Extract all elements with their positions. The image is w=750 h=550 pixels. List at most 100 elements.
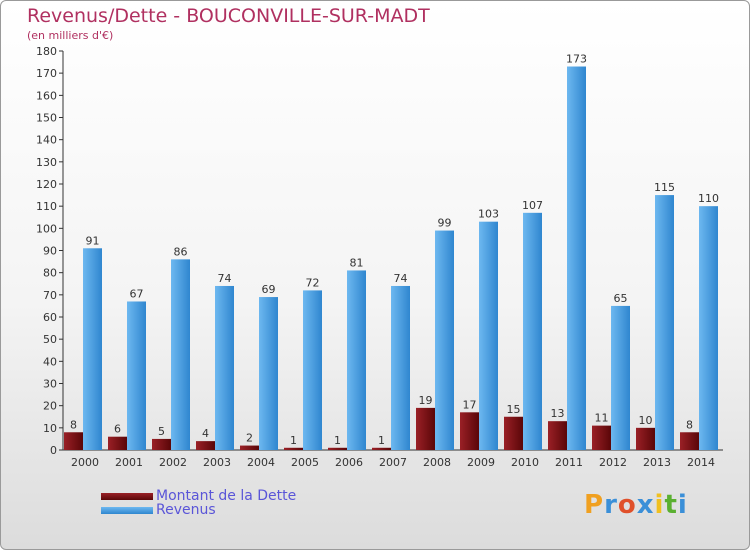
bar-revenus xyxy=(435,230,454,450)
bar-dette-value-label: 8 xyxy=(70,418,77,431)
bar-dette xyxy=(504,416,523,450)
bar-revenus xyxy=(215,285,234,450)
bar-dette xyxy=(196,441,215,450)
bar-dette-value-label: 1 xyxy=(290,434,297,447)
bar-revenus-value-label: 103 xyxy=(478,208,499,221)
bar-revenus xyxy=(655,195,674,450)
y-tick-label: 160 xyxy=(36,89,57,102)
y-axis: 0 10 20 30 40 50 60 70 80 90 100 110 120 130 140 150 160… xyxy=(36,45,64,457)
x-tick-label: 2006 xyxy=(335,456,363,469)
x-tick-label: 2001 xyxy=(115,456,143,469)
bar-dette-value-label: 5 xyxy=(158,425,165,438)
y-tick-label: 140 xyxy=(36,134,57,147)
bar-dette-value-label: 2 xyxy=(246,432,253,445)
bar-dette-value-label: 1 xyxy=(334,434,341,447)
bar-revenus-value-label: 81 xyxy=(350,256,364,269)
y-tick-label: 130 xyxy=(36,156,57,169)
bar-dette-value-label: 11 xyxy=(595,412,609,425)
bar-dette-value-label: 13 xyxy=(551,407,565,420)
chart-unit-label: (en milliers d'€) xyxy=(27,29,114,42)
bar-dette xyxy=(636,427,655,450)
bar-revenus xyxy=(303,290,322,450)
y-tick-label: 30 xyxy=(43,378,57,391)
legend-label-dette: Montant de la Dette xyxy=(156,488,297,504)
bar-dette-value-label: 19 xyxy=(419,394,433,407)
bar-dette xyxy=(372,447,391,450)
bar-revenus-value-label: 74 xyxy=(394,272,408,285)
bar-revenus-value-label: 69 xyxy=(262,283,276,296)
y-tick-label: 150 xyxy=(36,112,57,125)
bar-revenus-value-label: 74 xyxy=(218,272,232,285)
bar-dette xyxy=(680,432,699,450)
bar-revenus xyxy=(83,248,102,450)
bar-revenus xyxy=(567,66,586,451)
bar-revenus xyxy=(699,206,718,450)
y-tick-label: 70 xyxy=(43,289,57,302)
bar-revenus xyxy=(127,301,146,450)
bar-revenus xyxy=(259,297,278,450)
x-tick-label: 2009 xyxy=(467,456,495,469)
legend-swatch-revenus xyxy=(101,506,153,514)
x-tick-label: 2008 xyxy=(423,456,451,469)
x-tick-label: 2014 xyxy=(687,456,715,469)
y-tick-label: 120 xyxy=(36,178,57,191)
legend-label-revenus: Revenus xyxy=(156,502,216,518)
y-tick-label: 90 xyxy=(43,245,57,258)
bar-revenus-value-label: 99 xyxy=(438,217,452,230)
bar-revenus-value-label: 91 xyxy=(86,234,100,247)
y-tick-label: 20 xyxy=(43,400,57,413)
y-tick-label: 110 xyxy=(36,200,57,213)
bar-revenus-value-label: 110 xyxy=(698,192,719,205)
bar-dette xyxy=(108,436,127,450)
bar-dette-value-label: 10 xyxy=(639,414,653,427)
x-tick-label: 2002 xyxy=(159,456,187,469)
bar-dette xyxy=(240,445,259,450)
proxiti-logo: Proxiti xyxy=(584,490,688,520)
bar-dette-value-label: 15 xyxy=(507,403,521,416)
bar-revenus-value-label: 72 xyxy=(306,276,320,289)
x-tick-label: 2013 xyxy=(643,456,671,469)
y-tick-label: 0 xyxy=(50,444,57,457)
bar-dette xyxy=(592,425,611,450)
bar-revenus-value-label: 107 xyxy=(522,199,543,212)
bar-revenus-value-label: 86 xyxy=(174,245,188,258)
legend-swatch-dette xyxy=(101,492,153,500)
x-tick-label: 2011 xyxy=(555,456,583,469)
y-tick-label: 80 xyxy=(43,267,57,280)
bar-revenus xyxy=(171,259,190,450)
x-tick-label: 2010 xyxy=(511,456,539,469)
bar-revenus-value-label: 173 xyxy=(566,53,587,66)
bar-dette xyxy=(328,447,347,450)
x-tick-label: 2003 xyxy=(203,456,231,469)
y-tick-label: 170 xyxy=(36,67,57,80)
x-tick-label: 2004 xyxy=(247,456,275,469)
y-tick-label: 50 xyxy=(43,333,57,346)
y-tick-label: 100 xyxy=(36,222,57,235)
y-tick-label: 180 xyxy=(36,45,57,58)
bar-revenus-value-label: 65 xyxy=(614,292,628,305)
bar-dette xyxy=(416,407,435,450)
y-tick-label: 10 xyxy=(43,422,57,435)
bar-revenus-value-label: 115 xyxy=(654,181,675,194)
x-tick-label: 2012 xyxy=(599,456,627,469)
legend-item-dette: Montant de la Dette xyxy=(101,488,296,504)
x-tick-label: 2007 xyxy=(379,456,407,469)
x-tick-label: 2000 xyxy=(71,456,99,469)
y-tick-label: 40 xyxy=(43,355,57,368)
bar-dette-value-label: 6 xyxy=(114,423,121,436)
bar-dette-value-label: 4 xyxy=(202,427,209,440)
bar-revenus xyxy=(391,285,410,450)
y-tick-label: 60 xyxy=(43,311,57,324)
bar-dette xyxy=(548,421,567,450)
bar-dette xyxy=(64,432,83,450)
bars: 8 6 5 4 2 1 1 119 17 15 13 11 10 89167867469728174991… xyxy=(64,53,719,451)
bar-revenus xyxy=(611,305,630,450)
bar-revenus xyxy=(347,270,366,450)
legend-item-revenus: Revenus xyxy=(101,502,216,518)
bar-dette-value-label: 8 xyxy=(686,418,693,431)
x-tick-label: 2005 xyxy=(291,456,319,469)
bar-dette xyxy=(284,447,303,450)
x-axis: 2000 2001 2002 2003 2004 2005 2006 2007 2008 2009… xyxy=(63,449,723,469)
